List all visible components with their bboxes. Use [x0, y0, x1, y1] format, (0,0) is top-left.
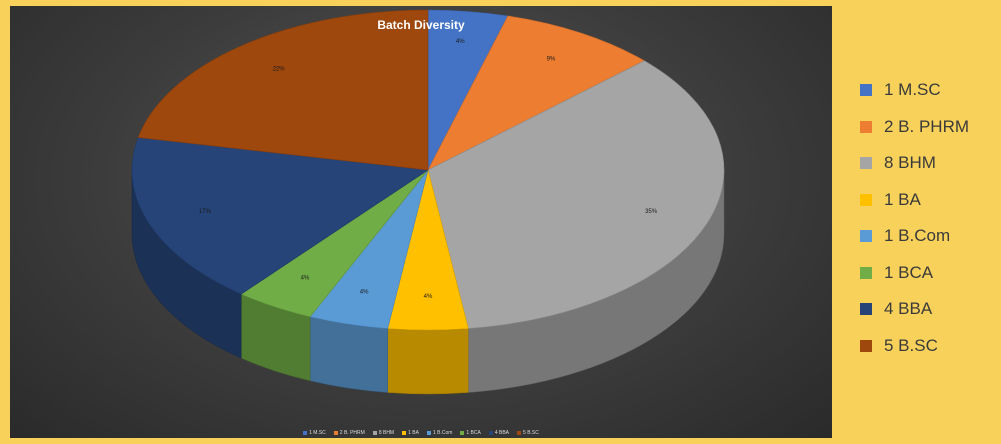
legend-item: 1 M.SC	[860, 72, 1000, 109]
bottom-legend-swatch	[402, 430, 407, 435]
bottom-legend-item: 4 BBA	[488, 430, 510, 436]
legend-swatch	[860, 120, 872, 133]
bottom-legend-swatch	[517, 430, 522, 435]
legend-item: 1 BCA	[860, 255, 1000, 292]
legend-item: 1 B.Com	[860, 218, 1000, 255]
legend-swatch	[860, 266, 872, 279]
bottom-legend-label: 2 B. PHRM	[339, 430, 365, 436]
bottom-legend-item: 5 B.SC	[517, 430, 539, 436]
legend-label: 1 BA	[884, 189, 921, 209]
pie-data-label: 4%	[424, 294, 433, 300]
legend-swatch	[860, 230, 872, 243]
legend-swatch	[860, 84, 872, 97]
pie-data-label: 22%	[273, 67, 286, 73]
pie-chart: 4% 9% 35% 4% 4% 4% 17% 22%	[131, 9, 725, 395]
bottom-legend-label: 1 BCA	[466, 430, 481, 436]
bottom-legend-swatch	[460, 430, 465, 435]
legend-item: 2 B. PHRM	[860, 109, 1000, 146]
legend-label: 1 BCA	[884, 262, 934, 282]
bottom-legend-item: 1 M.SC	[303, 430, 326, 436]
pie-slice-4-bba[interactable]	[131, 137, 429, 295]
pie-data-labels: 4% 9% 35% 4% 4% 4% 17% 22%	[199, 39, 658, 300]
legend-item: 1 BA	[860, 182, 1000, 219]
bottom-legend-item: 8 BHM	[372, 430, 395, 436]
bottom-legend-item: 1 BCA	[460, 430, 481, 436]
chart-panel: 4% 9% 35% 4% 4% 4% 17% 22% Batch Diversity 1 M.…	[10, 6, 832, 438]
legend-label: 2 B. PHRM	[884, 116, 970, 136]
pie-data-label: 9%	[547, 57, 556, 63]
bottom-legend-swatch	[303, 430, 308, 435]
pie-slice-8-bhm[interactable]	[427, 60, 725, 329]
legend-label: 8 BHM	[884, 153, 936, 173]
bottom-legend-label: 1 M.SC	[309, 430, 326, 436]
bottom-legend-swatch	[372, 430, 377, 435]
bottom-legend-item: 2 B. PHRM	[333, 430, 365, 436]
bottom-legend: 1 M.SC 2 B. PHRM 8 BHM 1 BA 1 B.Com 1 BCA 4 BB…	[10, 430, 832, 436]
pie-slice-5-b-sc[interactable]	[137, 9, 429, 171]
pie-side-walls	[131, 169, 725, 395]
bottom-legend-label: 1 B.Com	[432, 430, 453, 436]
legend-item: 4 BBA	[860, 291, 1000, 328]
legend-swatch	[860, 157, 872, 170]
bottom-legend-label: 8 BHM	[378, 430, 395, 436]
legend-swatch	[860, 339, 872, 352]
legend-item: 5 B.SC	[860, 328, 1000, 365]
bottom-legend-swatch	[488, 430, 493, 435]
side-legend: 1 M.SC 2 B. PHRM 8 BHM 1 BA 1 B.Com 1 BCA 4 BB…	[860, 72, 1000, 364]
legend-swatch	[860, 193, 872, 206]
legend-label: 1 M.SC	[884, 80, 941, 100]
bottom-legend-swatch	[333, 430, 338, 435]
pie-side-1-b-com	[309, 316, 388, 393]
pie-data-label: 4%	[456, 39, 465, 45]
bottom-legend-item: 1 B.Com	[426, 430, 453, 436]
legend-label: 5 B.SC	[884, 335, 938, 355]
pie-side-1-ba	[387, 328, 469, 395]
bottom-legend-swatch	[426, 430, 431, 435]
legend-label: 4 BBA	[884, 299, 933, 319]
pie-slices	[131, 9, 725, 331]
bottom-legend-label: 5 B.SC	[523, 430, 539, 436]
legend-swatch	[860, 303, 872, 316]
pie-data-label: 17%	[199, 209, 212, 215]
legend-item: 8 BHM	[860, 145, 1000, 182]
legend-label: 1 B.Com	[884, 226, 951, 246]
pie-data-label: 4%	[301, 275, 310, 281]
bottom-legend-item: 1 BA	[402, 430, 419, 436]
chart-title: Batch Diversity	[377, 18, 465, 32]
pie-data-label: 35%	[645, 209, 658, 215]
pie-slice-2-b-phrm[interactable]	[427, 15, 645, 171]
pie-data-label: 4%	[360, 289, 369, 295]
bottom-legend-label: 1 BA	[408, 430, 419, 436]
bottom-legend-label: 4 BBA	[494, 430, 510, 436]
